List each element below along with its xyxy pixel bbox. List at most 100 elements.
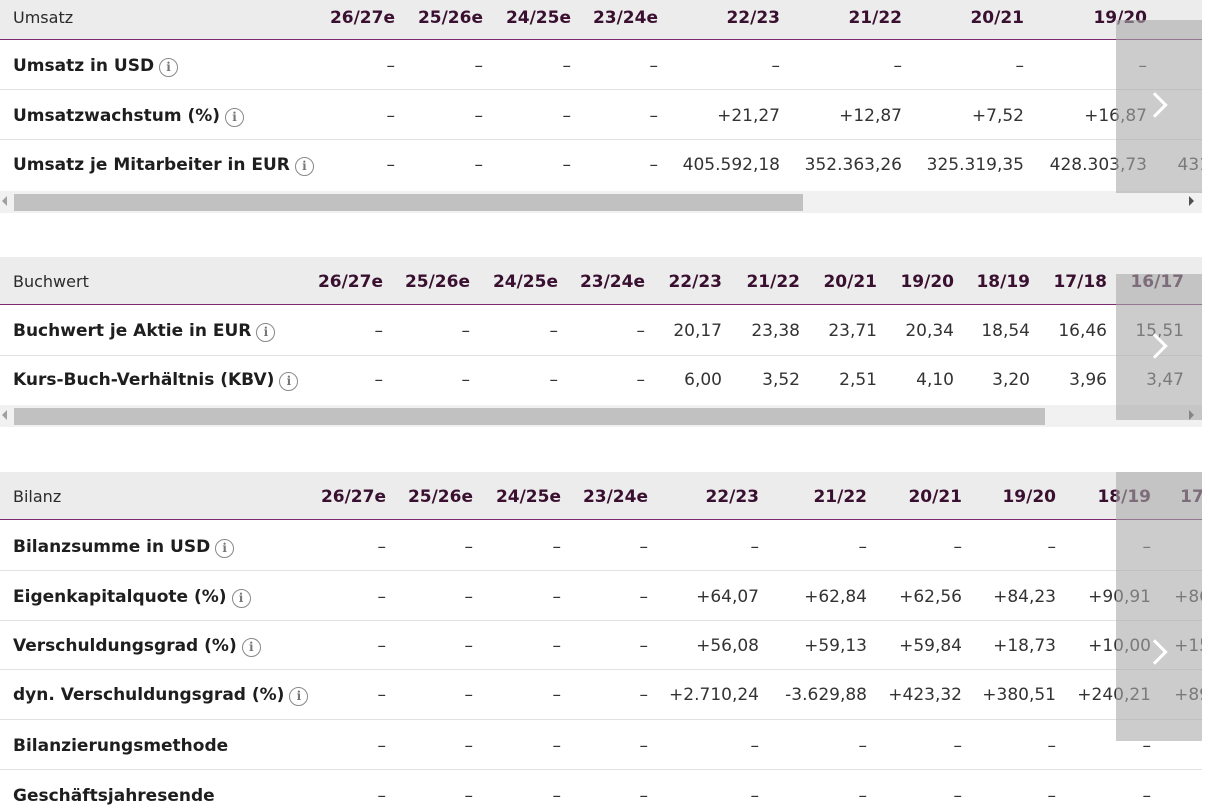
umsatz-header — [0, 0, 1202, 40]
next-columns-button[interactable] — [1116, 20, 1202, 193]
info-icon[interactable]: i — [159, 58, 179, 77]
table-cell: 16,46 — [1058, 321, 1107, 341]
column-header: 25/26e — [417, 8, 483, 28]
table-cell: 23,38 — [751, 321, 800, 341]
table-cell: – — [552, 537, 562, 557]
info-icon[interactable]: i — [294, 157, 314, 176]
table-cell: +56,08 — [696, 636, 759, 656]
next-columns-button[interactable] — [1116, 274, 1202, 420]
column-header: 20/21 — [823, 272, 877, 292]
info-icon[interactable]: i — [256, 323, 276, 342]
table-cell: +12,87 — [839, 106, 902, 126]
table-cell: – — [639, 685, 649, 705]
column-header: 26/27e — [329, 8, 395, 28]
column-header: 20/21 — [908, 487, 962, 507]
table-cell: 352.363,26 — [804, 155, 902, 175]
table-cell: – — [649, 155, 659, 175]
table-cell: – — [1142, 786, 1152, 806]
table-cell: – — [953, 736, 963, 756]
column-header: 22/23 — [668, 272, 722, 292]
table-cell: – — [474, 106, 484, 126]
column-header: 24/25e — [505, 8, 571, 28]
scroll-left-icon[interactable] — [2, 196, 7, 206]
table-cell: – — [562, 106, 572, 126]
chevron-right-icon — [1142, 92, 1168, 118]
buchwert-section: Buchwert 26/27e 25/26e 24/25e 23/24e 22/23 21… — [0, 257, 1202, 429]
table-cell: – — [639, 636, 649, 656]
table-cell: – — [750, 736, 760, 756]
row-label: Geschäftsjahresende — [13, 786, 215, 806]
table-cell: – — [858, 736, 868, 756]
table-cell: – — [552, 636, 562, 656]
buchwert-scrollbar[interactable] — [0, 405, 1202, 427]
table-cell: – — [750, 786, 760, 806]
row-label-text: Eigenkapitalquote (%) — [13, 587, 227, 607]
column-header: 26/27e — [317, 272, 383, 292]
column-header: 23/24e — [592, 8, 658, 28]
table-cell: 18,54 — [981, 321, 1030, 341]
row-label: Bilanzsumme in USD i — [13, 537, 235, 558]
table-cell: – — [953, 786, 963, 806]
table-cell: +64,07 — [696, 587, 759, 607]
column-header: 24/25e — [495, 487, 561, 507]
table-cell: – — [562, 56, 572, 76]
row-label: dyn. Verschuldungsgrad (%) i — [13, 685, 309, 706]
umsatz-section: Umsatz 26/27e 25/26e 24/25e 23/24e 22/23 21/2… — [0, 0, 1202, 214]
table-cell: – — [377, 587, 387, 607]
info-icon[interactable]: i — [241, 638, 261, 657]
table-cell: – — [639, 736, 649, 756]
table-cell: 23,71 — [828, 321, 877, 341]
table-cell: – — [464, 736, 474, 756]
info-icon[interactable]: i — [231, 589, 251, 608]
table-cell: – — [549, 370, 559, 390]
buchwert-title: Buchwert — [13, 272, 89, 291]
table-cell: – — [464, 685, 474, 705]
table-cell: – — [1015, 56, 1025, 76]
table-cell: +18,73 — [993, 636, 1056, 656]
table-cell: – — [377, 537, 387, 557]
bilanz-header — [0, 472, 1202, 520]
table-cell: – — [649, 56, 659, 76]
column-header: 21/22 — [813, 487, 867, 507]
table-cell: 6,00 — [684, 370, 722, 390]
table-cell: 20,17 — [673, 321, 722, 341]
table-cell: 325.319,35 — [926, 155, 1024, 175]
table-cell: +62,84 — [804, 587, 867, 607]
scroll-right-icon[interactable] — [1189, 196, 1194, 206]
chevron-right-icon — [1142, 333, 1168, 359]
table-cell: – — [461, 370, 471, 390]
umsatz-scrollbar[interactable] — [0, 191, 1202, 213]
row-label: Verschuldungsgrad (%) i — [13, 636, 261, 657]
table-cell: – — [386, 155, 396, 175]
row-divider — [0, 620, 1202, 621]
column-header: 25/26e — [407, 487, 473, 507]
table-cell: – — [1047, 736, 1057, 756]
table-cell: – — [636, 370, 646, 390]
table-cell: – — [549, 321, 559, 341]
table-cell: 3,96 — [1069, 370, 1107, 390]
column-header: 23/24e — [582, 487, 648, 507]
row-label-text: Bilanzsumme in USD — [13, 537, 211, 557]
info-icon[interactable]: i — [289, 687, 309, 706]
column-header: 25/26e — [404, 272, 470, 292]
row-label-text: Umsatz in USD — [13, 56, 155, 76]
row-label: Umsatzwachstum (%) i — [13, 106, 245, 127]
column-header: 24/25e — [492, 272, 558, 292]
column-header: 20/21 — [970, 8, 1024, 28]
info-icon[interactable]: i — [215, 539, 235, 558]
table-cell: +7,52 — [971, 106, 1024, 126]
table-cell: 3,20 — [992, 370, 1030, 390]
info-icon[interactable]: i — [225, 108, 245, 127]
row-label-text: Kurs-Buch-Verhältnis (KBV) — [13, 370, 275, 390]
scroll-thumb[interactable] — [14, 408, 1045, 425]
scroll-thumb[interactable] — [14, 194, 803, 211]
info-icon[interactable]: i — [279, 372, 299, 391]
row-label-text: dyn. Verschuldungsgrad (%) — [13, 685, 285, 705]
next-columns-button[interactable] — [1116, 472, 1202, 741]
scroll-left-icon[interactable] — [2, 410, 7, 420]
table-cell: – — [386, 106, 396, 126]
table-cell: – — [562, 155, 572, 175]
table-cell: 2,51 — [839, 370, 877, 390]
row-divider — [0, 139, 1202, 140]
table-cell: – — [1047, 786, 1057, 806]
